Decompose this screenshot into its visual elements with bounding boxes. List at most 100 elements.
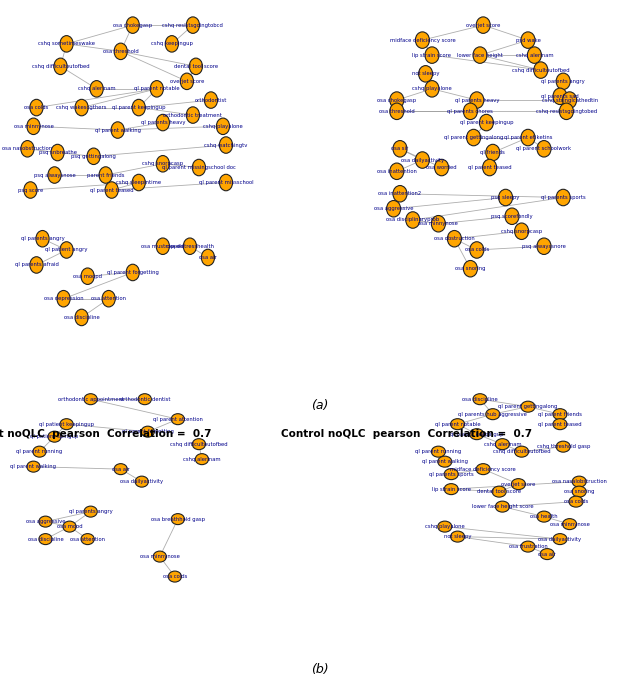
Circle shape <box>553 88 567 105</box>
Text: midface deficiency score: midface deficiency score <box>390 37 455 42</box>
Text: (b): (b) <box>311 663 329 676</box>
Circle shape <box>84 393 97 405</box>
Text: cshq difficultoutofbed: cshq difficultoutofbed <box>170 441 228 447</box>
Circle shape <box>444 484 458 495</box>
Text: osa discipline: osa discipline <box>64 315 99 320</box>
Text: ql parent gettingalong: ql parent gettingalong <box>499 404 557 409</box>
Circle shape <box>75 310 88 325</box>
Circle shape <box>537 141 551 157</box>
Circle shape <box>553 409 567 420</box>
Circle shape <box>126 264 140 280</box>
Text: ql parents heavy: ql parents heavy <box>141 120 185 125</box>
Text: osa colds: osa colds <box>163 574 187 579</box>
Text: osa breathhold gasp: osa breathhold gasp <box>151 516 205 522</box>
Circle shape <box>24 182 37 198</box>
Text: osa colds: osa colds <box>24 105 49 110</box>
Text: cshq sleepintime: cshq sleepintime <box>116 180 161 185</box>
Circle shape <box>54 58 67 74</box>
Text: osa worried: osa worried <box>426 165 457 170</box>
Text: osa snoring: osa snoring <box>564 489 595 494</box>
Circle shape <box>60 242 73 258</box>
Text: overjet score: overjet score <box>466 23 500 28</box>
Text: cshq playalone: cshq playalone <box>425 524 465 529</box>
Text: ql parent running: ql parent running <box>17 449 63 454</box>
Text: ql parents angry: ql parents angry <box>541 79 585 84</box>
Text: cshq watchingtv: cshq watchingtv <box>204 142 248 148</box>
Circle shape <box>216 118 230 135</box>
Text: ql parent missschool: ql parent missschool <box>198 180 253 185</box>
Circle shape <box>126 17 140 33</box>
Circle shape <box>431 446 445 457</box>
Text: ql parent notable: ql parent notable <box>134 86 180 92</box>
Text: cshq resistsgoingtobed: cshq resistsgoingtobed <box>536 109 597 114</box>
Circle shape <box>36 230 49 247</box>
Text: dental tool score: dental tool score <box>174 64 218 69</box>
Text: ql parents sad: ql parents sad <box>541 94 579 99</box>
Circle shape <box>537 238 551 255</box>
Circle shape <box>492 486 506 497</box>
Text: (a): (a) <box>311 400 329 412</box>
Circle shape <box>192 160 205 176</box>
Text: lip strain score: lip strain score <box>413 53 451 58</box>
Circle shape <box>390 92 404 108</box>
Circle shape <box>393 141 407 157</box>
Text: cshq playalone: cshq playalone <box>412 86 452 92</box>
Circle shape <box>521 401 535 412</box>
Text: ql parent missingschool doc: ql parent missingschool doc <box>162 165 236 170</box>
Circle shape <box>186 107 200 124</box>
Circle shape <box>165 35 179 52</box>
Circle shape <box>556 441 570 452</box>
Circle shape <box>156 238 170 255</box>
Circle shape <box>390 103 404 119</box>
Text: osa discipline: osa discipline <box>28 536 63 541</box>
Circle shape <box>505 208 519 224</box>
Circle shape <box>572 486 586 497</box>
Text: ql parent forgetting: ql parent forgetting <box>122 429 173 434</box>
Circle shape <box>467 129 481 146</box>
Circle shape <box>451 531 465 542</box>
Text: osa colds: osa colds <box>465 248 489 253</box>
Circle shape <box>495 439 509 450</box>
Circle shape <box>406 212 420 228</box>
Circle shape <box>393 185 407 202</box>
Text: ql parent keepingup: ql parent keepingup <box>112 105 166 110</box>
Circle shape <box>470 92 484 108</box>
Text: osa nasalobstruction: osa nasalobstruction <box>552 479 607 484</box>
Circle shape <box>559 103 573 119</box>
Text: ql parents sports: ql parents sports <box>429 472 474 477</box>
Text: midface deficiency score: midface deficiency score <box>451 466 516 472</box>
Circle shape <box>556 189 570 205</box>
Circle shape <box>30 99 43 116</box>
Circle shape <box>138 393 152 405</box>
Text: ql parent etiketins: ql parent etiketins <box>504 135 552 140</box>
Text: osa nasobstruction: osa nasobstruction <box>3 146 52 151</box>
Text: osa threshold: osa threshold <box>379 109 415 114</box>
Circle shape <box>473 47 487 63</box>
Circle shape <box>105 182 118 198</box>
Text: orthodontist: orthodontist <box>195 98 227 103</box>
Text: ql parent walking: ql parent walking <box>10 464 56 469</box>
Text: cshq difficultoutofbed: cshq difficultoutofbed <box>32 64 90 69</box>
Text: osa moopd: osa moopd <box>73 273 102 279</box>
Circle shape <box>27 118 40 135</box>
Text: osa obstruction: osa obstruction <box>434 236 475 242</box>
Text: osa threshold: osa threshold <box>103 49 139 54</box>
Circle shape <box>511 479 525 490</box>
Circle shape <box>470 242 484 258</box>
Text: osa disciplinaryprob: osa disciplinaryprob <box>386 217 440 223</box>
Text: Patient noQLC  pearson  Correlation =  0.7: Patient noQLC pearson Correlation = 0.7 <box>0 429 212 439</box>
Circle shape <box>431 216 445 232</box>
Circle shape <box>132 99 145 116</box>
Text: psq alwaysnose: psq alwaysnose <box>34 173 76 178</box>
Text: osa minnynose: osa minnynose <box>550 522 589 527</box>
Circle shape <box>168 571 182 582</box>
Circle shape <box>60 35 73 52</box>
Circle shape <box>515 446 529 457</box>
Text: cshq playalone: cshq playalone <box>203 124 243 129</box>
Text: osa attention: osa attention <box>70 536 105 541</box>
Circle shape <box>495 501 509 512</box>
Circle shape <box>114 43 127 60</box>
Text: ql parents hub aggressive: ql parents hub aggressive <box>458 412 527 416</box>
Text: cshq snorpcasp: cshq snorpcasp <box>142 161 184 167</box>
Circle shape <box>48 431 61 442</box>
